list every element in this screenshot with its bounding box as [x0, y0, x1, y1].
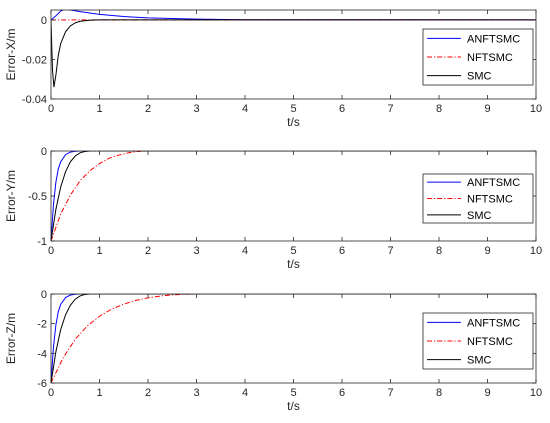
x-tick-label: 8 — [436, 387, 442, 399]
x-tick-label: 9 — [484, 387, 490, 399]
x-tick-label: 7 — [387, 103, 393, 115]
series-line-anftsmc — [51, 10, 536, 21]
x-tick-label: 4 — [242, 245, 248, 257]
legend-label-nftsmc: NFTSMC — [467, 52, 513, 64]
x-tick-label: 7 — [387, 387, 393, 399]
legend-label-nftsmc: NFTSMC — [467, 336, 513, 348]
y-tick-label: -1 — [37, 236, 47, 248]
x-tick-label: 10 — [530, 245, 542, 257]
y-tick-label: 0 — [41, 289, 47, 301]
y-tick-label: -4 — [37, 348, 47, 360]
legend-label-anftsmc: ANFTSMC — [467, 33, 520, 45]
x-tick-label: 9 — [484, 245, 490, 257]
x-tick-label: 6 — [339, 245, 345, 257]
x-tick-label: 1 — [96, 103, 102, 115]
y-tick-label: -0.02 — [22, 54, 47, 66]
x-axis-label: t/s — [287, 257, 300, 271]
legend-label-anftsmc: ANFTSMC — [467, 177, 520, 189]
x-tick-label: 1 — [96, 387, 102, 399]
x-axis-label: t/s — [287, 115, 300, 129]
x-tick-label: 1 — [96, 245, 102, 257]
x-tick-label: 5 — [290, 245, 296, 257]
legend-label-nftsmc: NFTSMC — [467, 194, 513, 206]
x-tick-label: 3 — [193, 387, 199, 399]
chart-panel-1: 0 1 2 3 4 5 6 7 8 9 10 0 -0.02 -0.04 t/s Error-X/m ANFTS… — [4, 9, 542, 129]
x-tick-label: 3 — [193, 103, 199, 115]
x-tick-label: 9 — [484, 103, 490, 115]
y-axis-label: Error-Z/m — [4, 313, 18, 364]
y-tick-label: 0 — [41, 146, 47, 158]
x-tick-label: 2 — [145, 387, 151, 399]
y-axis-label: Error-X/m — [4, 29, 18, 81]
x-tick-label: 6 — [339, 103, 345, 115]
x-tick-label: 3 — [193, 245, 199, 257]
series-line-smc — [51, 19, 536, 88]
x-tick-label: 0 — [48, 387, 54, 399]
y-axis-label: Error-Y/m — [4, 170, 18, 222]
x-tick-label: 6 — [339, 387, 345, 399]
chart-panel-2: 0 1 2 3 4 5 6 7 8 9 10 0 -0.5 -1 t/s Error-Y/m ANFTSMC NF… — [4, 146, 542, 271]
x-tick-label: 0 — [48, 245, 54, 257]
y-tick-label: -6 — [37, 378, 47, 390]
legend: ANFTSMC NFTSMC SMC — [422, 28, 534, 86]
legend-label-smc: SMC — [467, 210, 492, 222]
x-tick-label: 7 — [387, 245, 393, 257]
x-tick-label: 2 — [145, 245, 151, 257]
x-tick-label: 10 — [530, 103, 542, 115]
x-tick-label: 10 — [530, 387, 542, 399]
x-tick-label: 8 — [436, 245, 442, 257]
x-tick-label: 0 — [48, 103, 54, 115]
x-tick-label: 5 — [290, 387, 296, 399]
y-tick-label: -2 — [37, 319, 47, 331]
x-tick-label: 2 — [145, 103, 151, 115]
x-tick-label: 4 — [242, 387, 248, 399]
x-tick-label: 8 — [436, 103, 442, 115]
legend-label-anftsmc: ANFTSMC — [467, 317, 520, 329]
legend-label-smc: SMC — [467, 71, 492, 83]
chart-panel-3: 0 1 2 3 4 5 6 7 8 9 10 0 -2 -4 -6 t/s Error-Z/m ANFTSMC NF… — [4, 289, 542, 413]
y-tick-label: 0 — [41, 15, 47, 27]
y-tick-label: -0.5 — [28, 191, 47, 203]
x-axis-label: t/s — [287, 399, 300, 413]
y-tick-label: -0.04 — [22, 94, 47, 106]
legend: ANFTSMC NFTSMC SMC — [422, 173, 534, 224]
x-tick-label: 4 — [242, 103, 248, 115]
legend-label-smc: SMC — [467, 355, 492, 367]
legend: ANFTSMC NFTSMC SMC — [422, 312, 534, 370]
x-tick-label: 5 — [290, 103, 296, 115]
